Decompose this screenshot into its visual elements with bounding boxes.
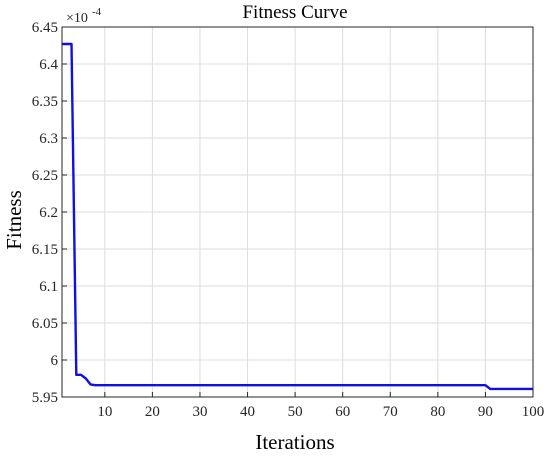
grid bbox=[62, 26, 534, 398]
y-tick-label: 5.95 bbox=[32, 390, 58, 406]
y-tick-label: 6.2 bbox=[39, 205, 58, 221]
x-tick-labels: 10 20 30 40 50 60 70 80 90 100 bbox=[97, 404, 544, 420]
y-tick-label: 6 bbox=[51, 353, 59, 369]
fitness-series-line bbox=[62, 42, 533, 391]
y-tick-label: 6.25 bbox=[32, 168, 58, 184]
y-tick-label: 6.15 bbox=[32, 242, 58, 258]
x-tick-label: 90 bbox=[478, 404, 493, 420]
x-tick-label: 60 bbox=[335, 404, 350, 420]
x-axis-label: Iterations bbox=[255, 430, 334, 454]
y-tick-label: 6.05 bbox=[32, 316, 58, 332]
y-tick-label: 6.3 bbox=[39, 131, 58, 147]
x-tick-label: 40 bbox=[240, 404, 255, 420]
x-tick-label: 20 bbox=[145, 404, 160, 420]
series-layer bbox=[62, 42, 533, 391]
y-axis-label: Fitness bbox=[2, 190, 26, 250]
x-tick-label: 80 bbox=[430, 404, 445, 420]
chart-title: Fitness Curve bbox=[242, 2, 347, 23]
y-tick-labels: 5.95 6 6.05 6.1 6.15 6.2 6.25 6.3 6.35 6.4 6.45 bbox=[32, 20, 59, 406]
x-tick-label: 30 bbox=[192, 404, 207, 420]
y-tick-label: 6.35 bbox=[32, 94, 58, 110]
x-tick-label: 100 bbox=[522, 404, 545, 420]
y-tick-label: 6.1 bbox=[39, 279, 58, 295]
x-tick-label: 10 bbox=[97, 404, 112, 420]
axes-box bbox=[61, 26, 534, 398]
y-exponent-label: ×10 bbox=[66, 11, 88, 26]
y-tick-label: 6.45 bbox=[32, 20, 58, 36]
y-exponent-power: -4 bbox=[92, 6, 102, 18]
y-tick-label: 6.4 bbox=[39, 57, 58, 73]
x-tick-label: 50 bbox=[288, 404, 303, 420]
x-tick-label: 70 bbox=[383, 404, 398, 420]
